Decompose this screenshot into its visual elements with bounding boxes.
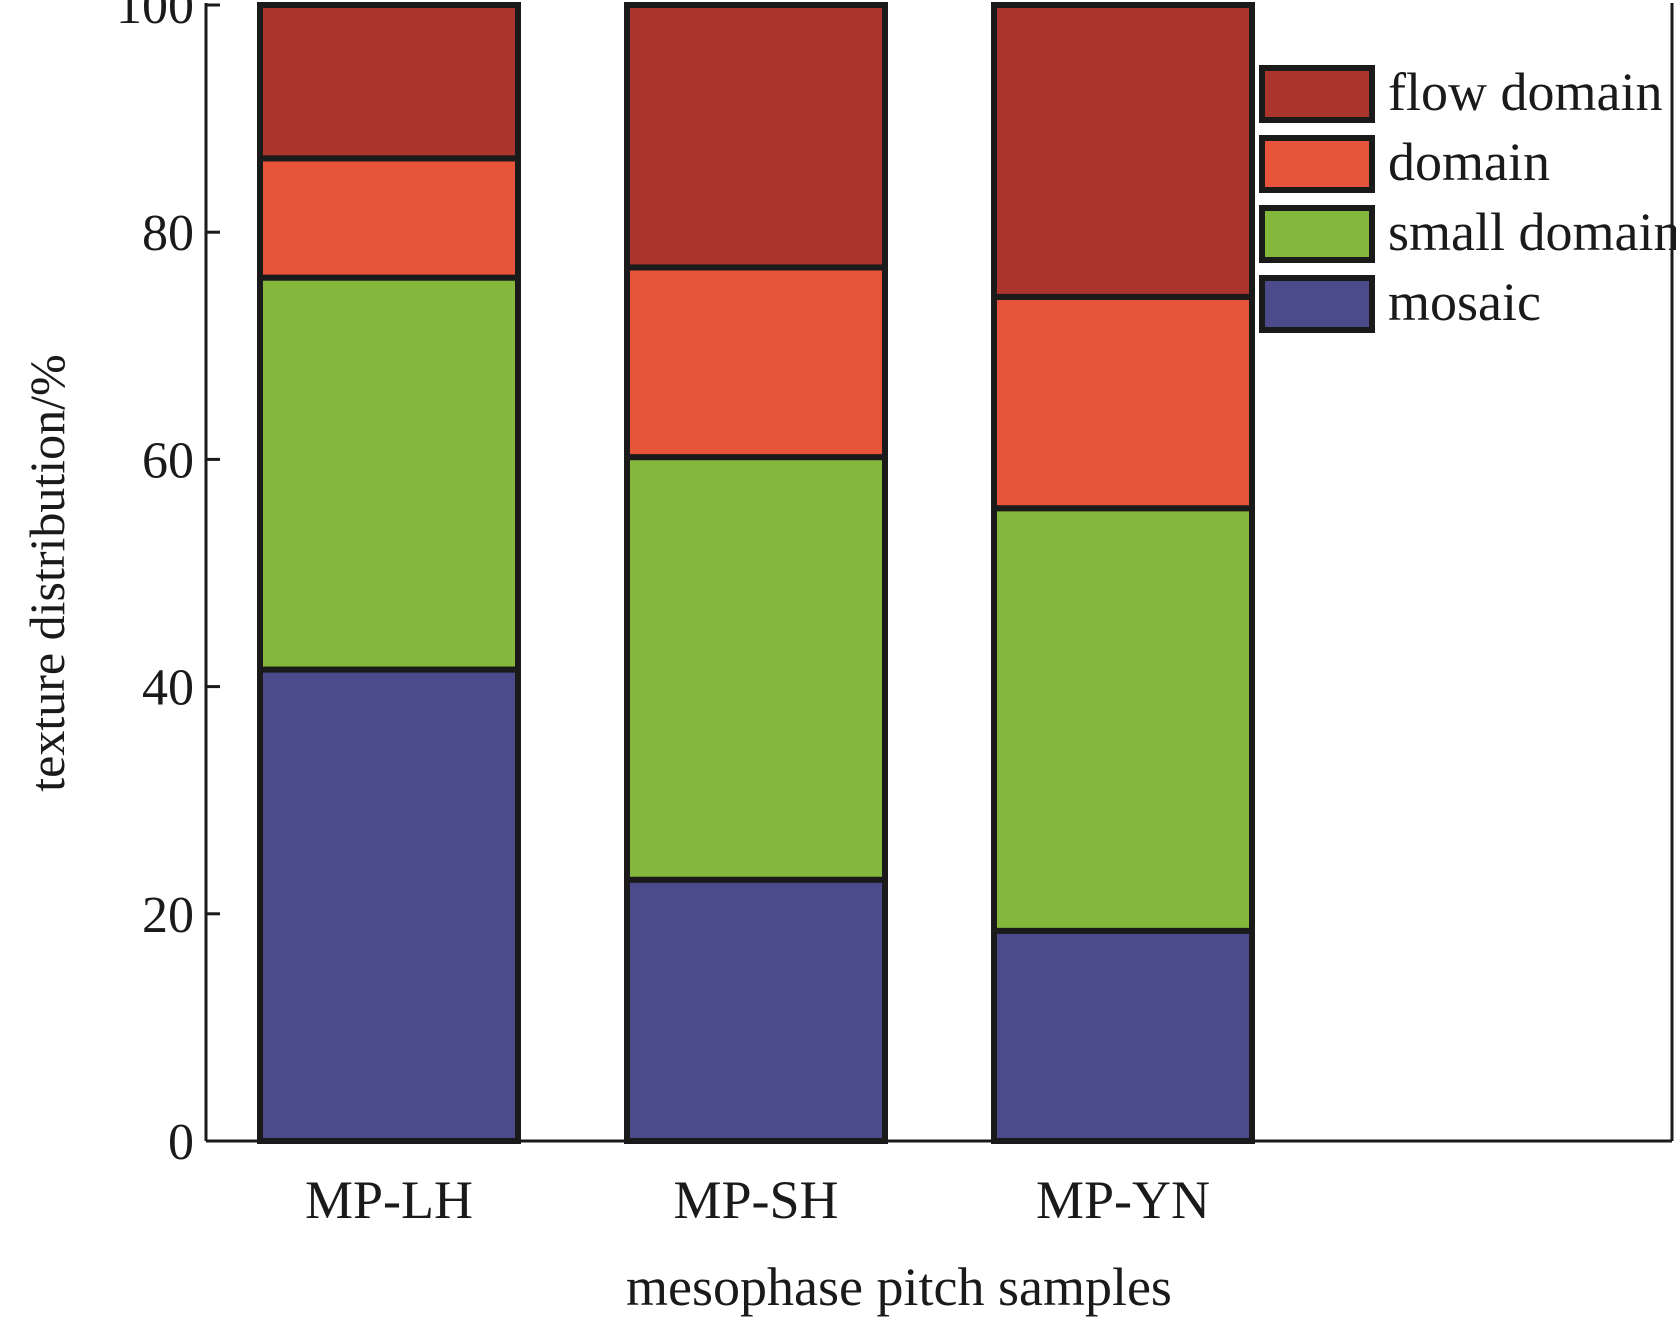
- x-axis-label: mesophase pitch samples: [626, 1257, 1172, 1317]
- bar-mp-sh-small-domain: [624, 454, 888, 883]
- bar-mp-lh-small-domain: [257, 274, 521, 673]
- bars-layer: [257, 2, 1255, 1145]
- bar-mp-yn-domain: [991, 293, 1255, 512]
- y-tick-label-60: 60: [142, 432, 194, 489]
- y-ticks-layer: 0 20 40 60 80 100: [116, 0, 220, 1171]
- bar-mp-yn-small-domain: [991, 505, 1255, 934]
- legend-swatch-small-domain: [1259, 205, 1375, 263]
- bar-mp-yn-mosaic: [991, 927, 1255, 1145]
- bar-mp-lh-flow-domain: [257, 2, 521, 162]
- y-tick-label-20: 20: [142, 887, 194, 944]
- x-tick-label-mp-sh: MP-SH: [673, 1170, 838, 1230]
- legend-swatch-mosaic: [1259, 275, 1375, 333]
- bar-mp-sh-domain: [624, 264, 888, 461]
- bar-mp-lh-domain: [257, 155, 521, 281]
- axes-layer: [204, 3, 1674, 1143]
- legend-swatch-domain: [1259, 135, 1375, 193]
- y-tick-label-100: 100: [116, 0, 194, 35]
- legend-label-domain: domain: [1388, 132, 1550, 192]
- legend-label-small-domain: small domain: [1388, 202, 1676, 262]
- y-tick-label-0: 0: [168, 1114, 194, 1171]
- bar-mp-lh-mosaic: [257, 666, 521, 1144]
- legend-swatch-flow-domain: [1259, 65, 1375, 123]
- x-tick-labels-layer: MP-LH MP-SH MP-YN: [305, 1170, 1210, 1230]
- legend: flow domain domain small domain mosaic: [1259, 62, 1676, 333]
- legend-label-mosaic: mosaic: [1388, 272, 1541, 332]
- x-tick-label-mp-lh: MP-LH: [305, 1170, 473, 1230]
- y-tick-label-40: 40: [142, 660, 194, 717]
- bar-mp-sh-mosaic: [624, 876, 888, 1144]
- y-tick-label-80: 80: [142, 205, 194, 262]
- bar-mp-sh-flow-domain: [624, 2, 888, 271]
- legend-label-flow-domain: flow domain: [1388, 62, 1662, 122]
- y-axis-label: texture distribution/%: [19, 354, 75, 791]
- bar-mp-yn-flow-domain: [991, 2, 1255, 300]
- x-tick-label-mp-yn: MP-YN: [1036, 1170, 1210, 1230]
